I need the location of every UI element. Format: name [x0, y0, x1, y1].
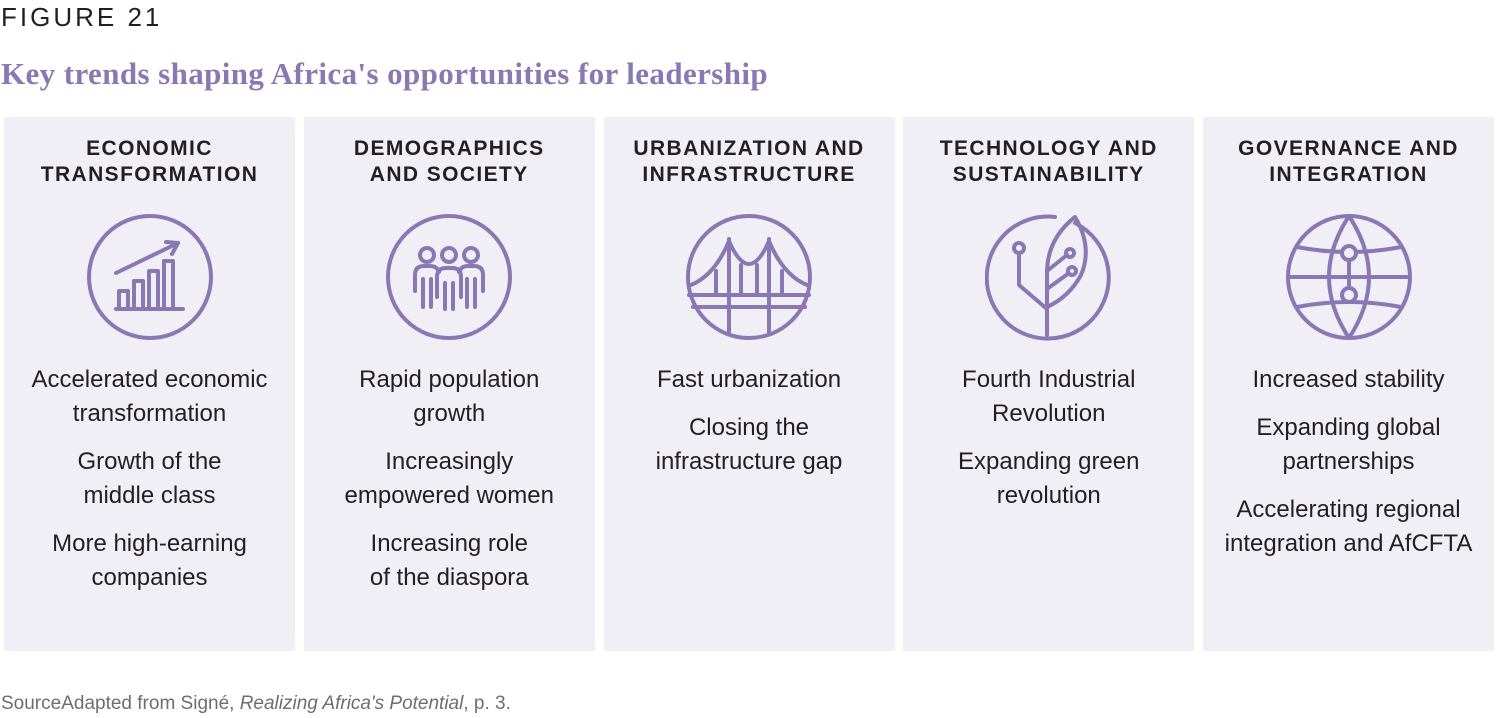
growth-chart-icon: [86, 213, 214, 341]
trend-item: Growth of the middle class: [4, 445, 295, 513]
trend-item-line: empowered women: [344, 482, 554, 509]
trend-item-line: Fourth Industrial: [962, 366, 1136, 393]
trend-item-line: Expanding global: [1256, 414, 1441, 441]
people-group-icon: [385, 213, 513, 341]
trend-item: Expanding global partnerships: [1203, 411, 1494, 479]
trend-list: Increased stability Expanding global par…: [1203, 363, 1494, 575]
trend-list: Rapid population growth Increasingly emp…: [304, 363, 595, 609]
trend-item: Increased stability: [1203, 363, 1494, 397]
trend-item-line: infrastructure gap: [655, 448, 843, 475]
trend-item: Increasingly empowered women: [304, 445, 595, 513]
source-text: Adapted from Signé,: [61, 693, 240, 714]
column-heading-line: SUSTAINABILITY: [952, 163, 1145, 186]
trend-item-line: partnerships: [1282, 448, 1415, 475]
column-heading: ECONOMIC TRANSFORMATION: [4, 136, 295, 188]
trend-item-line: Expanding green: [958, 448, 1140, 475]
source-label: Source: [1, 693, 62, 714]
trend-item-line: Revolution: [992, 400, 1106, 427]
source-title: Realizing Africa's Potential: [239, 693, 464, 714]
column-demographics-and-society: DEMOGRAPHICS AND SOCIETY Rap: [303, 117, 595, 651]
trend-item-line: integration and AfCFTA: [1224, 530, 1473, 557]
column-heading: TECHNOLOGY AND SUSTAINABILITY: [903, 136, 1194, 188]
column-heading-line: ECONOMIC: [86, 137, 213, 160]
trend-item: Rapid population growth: [304, 363, 595, 431]
network-globe-icon: [1285, 213, 1413, 341]
trend-item-line: revolution: [996, 482, 1101, 509]
trend-item: Accelerated economic transformation: [4, 363, 295, 431]
trend-item: Fourth Industrial Revolution: [903, 363, 1194, 431]
figure-title: Key trends shaping Africa's opportunitie…: [1, 56, 769, 91]
column-heading-line: GOVERNANCE AND: [1238, 137, 1459, 160]
trend-item-line: middle class: [83, 482, 216, 509]
figure-label: FIGURE 21: [1, 2, 163, 32]
trend-item-line: Rapid population: [359, 366, 540, 393]
column-heading-line: DEMOGRAPHICS: [353, 137, 545, 160]
column-governance-and-integration: GOVERNANCE AND INTEGRATION Increased sta…: [1203, 117, 1494, 651]
column-heading-line: TRANSFORMATION: [40, 163, 259, 186]
trend-item-line: companies: [91, 564, 208, 591]
trend-item-line: Increasingly: [385, 448, 514, 475]
source-page: , p. 3.: [463, 693, 511, 714]
trend-list: Fast urbanization Closing the infrastruc…: [604, 363, 895, 493]
column-heading: DEMOGRAPHICS AND SOCIETY: [304, 136, 595, 188]
trend-item-line: Closing the: [688, 414, 810, 441]
trend-item-line: of the diaspora: [369, 564, 529, 591]
trend-list: Accelerated economic transformation Grow…: [4, 363, 295, 609]
column-economic-transformation: ECONOMIC TRANSFORMATION Accelerated econ…: [4, 117, 295, 651]
trend-item-line: Fast urbanization: [656, 366, 842, 393]
column-technology-and-sustainability: TECHNOLOGY AND SUSTAINABILITY Fourth Ind…: [903, 117, 1195, 651]
column-heading: GOVERNANCE AND INTEGRATION: [1203, 136, 1494, 188]
column-heading-line: TECHNOLOGY AND: [939, 137, 1158, 160]
trend-item: Increasing role of the diaspora: [304, 527, 595, 595]
column-heading-line: INTEGRATION: [1269, 163, 1428, 186]
column-heading-line: INFRASTRUCTURE: [642, 163, 856, 186]
trend-item-line: Growth of the: [77, 448, 222, 475]
trend-item: Expanding green revolution: [903, 445, 1194, 513]
trend-item-line: Accelerated economic: [31, 366, 268, 393]
trend-item: Accelerating regional integration and Af…: [1203, 493, 1494, 561]
trend-item-line: More high-earning: [52, 530, 247, 557]
trend-item: More high-earning companies: [4, 527, 295, 595]
column-heading-line: URBANIZATION AND: [633, 137, 865, 160]
circuit-leaf-icon: [984, 213, 1113, 341]
column-urbanization-and-infrastructure: URBANIZATION AND INFRASTRUCTURE Fast: [603, 117, 895, 651]
trend-item: Fast urbanization: [604, 363, 895, 397]
column-heading-line: AND SOCIETY: [369, 163, 529, 186]
trend-item-line: transformation: [72, 400, 227, 427]
column-heading: URBANIZATION AND INFRASTRUCTURE: [604, 136, 895, 188]
bridge-icon: [685, 213, 813, 341]
trend-item-line: Accelerating regional: [1236, 496, 1461, 523]
trend-columns: ECONOMIC TRANSFORMATION Accelerated econ…: [4, 117, 1494, 651]
trend-item-line: Increasing role: [370, 530, 528, 557]
source-note: SourceAdapted from Signé, Realizing Afri…: [1, 690, 511, 718]
trend-item-line: growth: [413, 400, 486, 427]
trend-list: Fourth Industrial Revolution Expanding g…: [903, 363, 1194, 527]
trend-item-line: Increased stability: [1252, 366, 1445, 393]
trend-item: Closing the infrastructure gap: [604, 411, 895, 479]
